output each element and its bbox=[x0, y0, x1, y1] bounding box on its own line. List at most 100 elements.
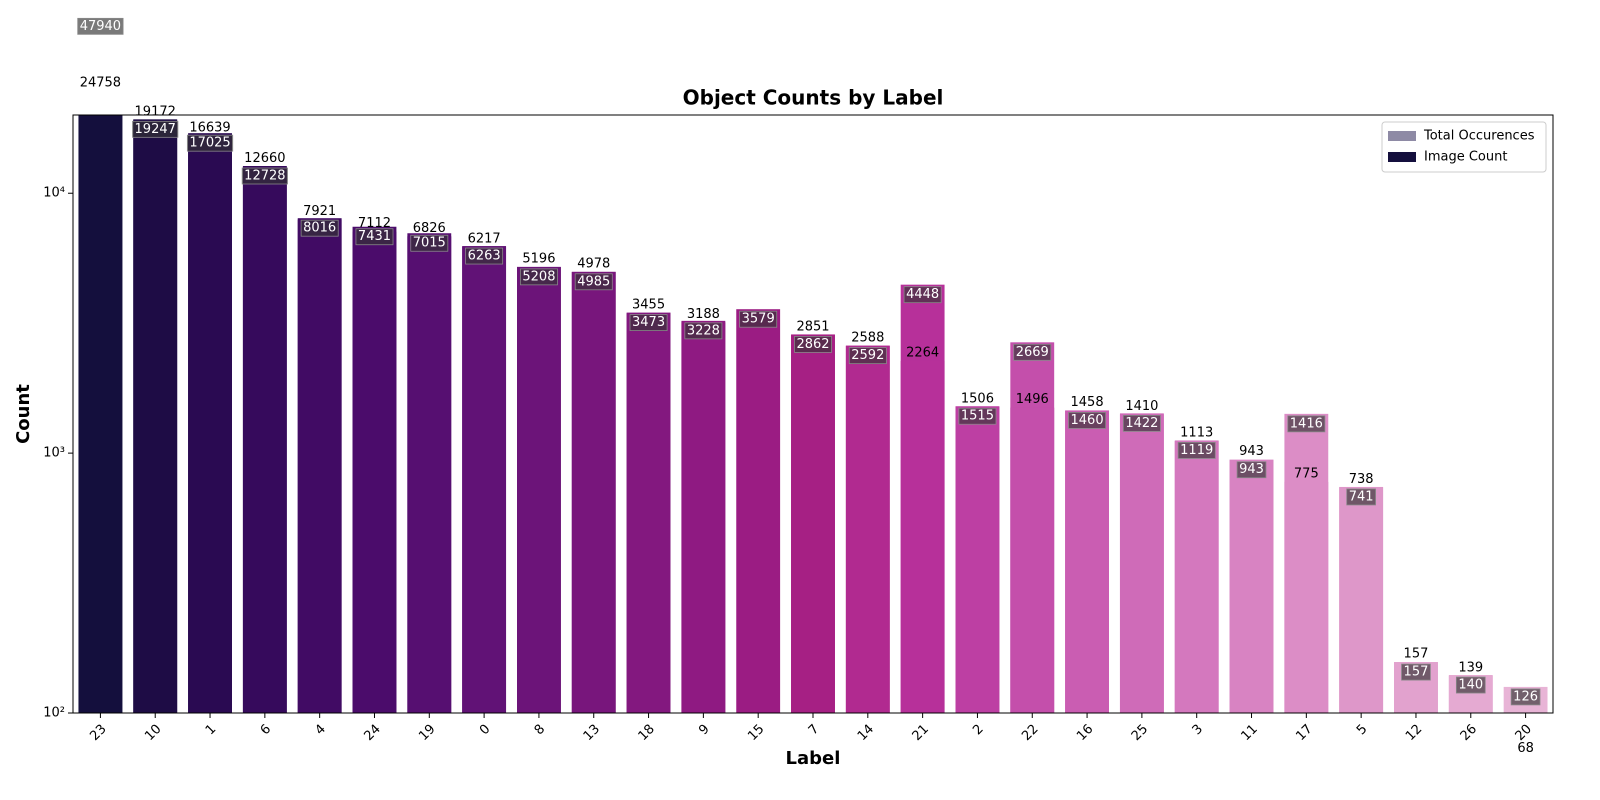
x-tick-label: 23 bbox=[87, 722, 109, 744]
bar bbox=[78, 115, 123, 713]
chart-title: Object Counts by Label bbox=[683, 86, 944, 110]
x-tick-label: 13 bbox=[581, 722, 603, 744]
x-tick-label: 7 bbox=[806, 722, 822, 738]
x-tick-label: 21 bbox=[910, 722, 932, 744]
x-axis-title: Label bbox=[786, 748, 841, 769]
value-label: 1416 bbox=[1290, 416, 1323, 431]
value-label: 157 bbox=[1404, 647, 1429, 662]
value-label-box bbox=[739, 310, 778, 328]
value-label: 1119 bbox=[1180, 443, 1213, 458]
value-label-box bbox=[410, 234, 449, 252]
value-label: 5196 bbox=[522, 252, 555, 267]
x-tick-label: 16 bbox=[1074, 722, 1096, 744]
x-tick-label: 14 bbox=[855, 722, 877, 744]
x-tick-label: 6 bbox=[258, 722, 274, 738]
value-label-box bbox=[519, 268, 558, 286]
value-label-box bbox=[77, 17, 124, 35]
value-label: 140 bbox=[1458, 678, 1483, 693]
value-label: 3473 bbox=[632, 315, 665, 330]
value-label-box bbox=[958, 407, 997, 425]
value-label: 2588 bbox=[851, 330, 884, 345]
x-tick-label: 11 bbox=[1239, 722, 1261, 744]
x-tick-label: 8 bbox=[532, 722, 548, 738]
x-tick-label: 26 bbox=[1458, 722, 1480, 744]
x-tick-label: 1 bbox=[203, 722, 219, 738]
bar bbox=[955, 406, 1000, 713]
x-tick-label: 4 bbox=[313, 722, 329, 738]
x-tick-label: 18 bbox=[636, 722, 658, 744]
value-label-box bbox=[132, 120, 179, 138]
value-label: 4985 bbox=[577, 274, 610, 289]
value-label-box bbox=[355, 228, 394, 246]
legend-box bbox=[1381, 121, 1547, 173]
bar bbox=[1010, 407, 1055, 713]
bars bbox=[78, 115, 1548, 713]
x-tick-label: 19 bbox=[416, 722, 438, 744]
value-label-box bbox=[465, 247, 504, 265]
bar bbox=[1284, 481, 1329, 713]
value-label: 19172 bbox=[135, 104, 176, 119]
value-label: 4978 bbox=[577, 256, 610, 271]
bar bbox=[1339, 487, 1384, 713]
bar bbox=[242, 166, 287, 713]
value-label-box bbox=[848, 347, 887, 365]
bar bbox=[133, 119, 178, 713]
value-label: 6826 bbox=[413, 221, 446, 236]
value-label: 1496 bbox=[1016, 392, 1049, 407]
bar bbox=[1229, 459, 1274, 713]
value-label: 741 bbox=[1349, 489, 1374, 504]
value-label: 6217 bbox=[468, 231, 501, 246]
x-tick-label: 0 bbox=[477, 722, 493, 738]
bar bbox=[297, 219, 342, 713]
value-label: 1113 bbox=[1180, 426, 1213, 441]
bar bbox=[681, 322, 726, 713]
value-label: 1515 bbox=[961, 409, 994, 424]
x-tick-label: 15 bbox=[745, 722, 767, 744]
value-label: 2669 bbox=[1016, 345, 1049, 360]
y-tick-label: 10³ bbox=[43, 446, 65, 461]
bar bbox=[736, 309, 781, 713]
value-label-box bbox=[794, 336, 832, 353]
value-label: 5208 bbox=[522, 269, 555, 284]
value-label-box bbox=[574, 273, 613, 291]
legend-swatch bbox=[1388, 131, 1416, 141]
value-label: 943 bbox=[1239, 444, 1264, 459]
y-axis-title: Count bbox=[13, 384, 34, 444]
value-label-box bbox=[1236, 461, 1267, 479]
bar bbox=[1174, 441, 1219, 713]
bar bbox=[1119, 414, 1164, 713]
value-label: 1422 bbox=[1125, 416, 1158, 431]
value-label-box bbox=[1068, 412, 1107, 429]
value-label-box bbox=[1013, 343, 1052, 361]
bar bbox=[352, 231, 397, 713]
bar bbox=[517, 267, 561, 713]
value-label: 17025 bbox=[189, 136, 230, 151]
value-label-box bbox=[1287, 415, 1326, 433]
value-label-box bbox=[1177, 442, 1216, 459]
value-label: 738 bbox=[1349, 472, 1374, 487]
value-label: 7015 bbox=[413, 236, 446, 251]
bar bbox=[791, 334, 835, 713]
value-label: 68 bbox=[1517, 741, 1534, 756]
value-label-box bbox=[1401, 663, 1431, 681]
value-label: 1410 bbox=[1125, 399, 1158, 414]
bar bbox=[462, 246, 507, 713]
value-label: 16639 bbox=[189, 120, 230, 135]
value-label-box bbox=[684, 322, 723, 340]
value-label: 775 bbox=[1294, 466, 1319, 481]
value-label: 3455 bbox=[632, 298, 665, 313]
legend-label: Total Occurences bbox=[1423, 129, 1535, 144]
value-label: 943 bbox=[1239, 462, 1264, 477]
x-tick-label: 24 bbox=[361, 722, 383, 744]
value-label: 12728 bbox=[244, 169, 285, 184]
value-label: 3188 bbox=[687, 307, 720, 322]
value-label: 126 bbox=[1513, 689, 1538, 704]
value-label: 12660 bbox=[244, 151, 285, 166]
value-label: 7112 bbox=[358, 216, 391, 231]
bar bbox=[188, 135, 232, 713]
x-tick-label: 9 bbox=[696, 722, 712, 738]
legend-label: Image Count bbox=[1424, 150, 1507, 165]
x-tick-label: 5 bbox=[1354, 722, 1370, 738]
value-label: 2862 bbox=[796, 337, 829, 352]
